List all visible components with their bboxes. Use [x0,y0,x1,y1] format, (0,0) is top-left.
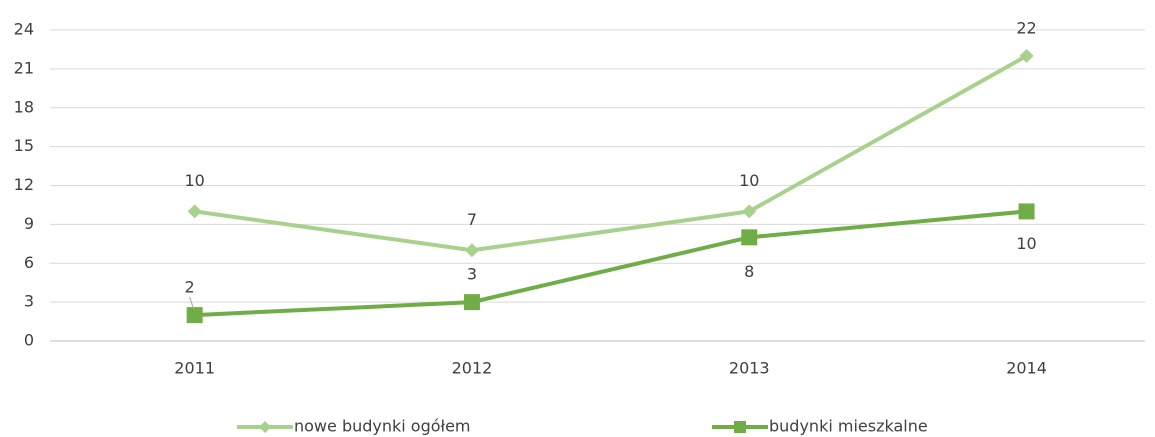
y-tick-label: 12 [14,175,34,194]
y-tick-label: 9 [24,214,34,233]
data-label: 10 [739,171,759,190]
x-tick-label: 2014 [1006,359,1047,378]
y-tick-label: 3 [24,292,34,311]
data-point [464,243,479,258]
y-tick-label: 24 [14,20,34,39]
data-label: 10 [1016,234,1036,253]
data-label: 8 [744,262,754,281]
series-line [194,54,1028,253]
legend-label: budynki mieszkalne [769,417,928,436]
data-point [742,204,757,219]
legend-marker [734,421,746,433]
x-tick-label: 2011 [174,359,215,378]
data-point [1018,203,1035,220]
data-point [741,229,758,246]
data-point [463,294,480,311]
data-label: 22 [1016,18,1036,37]
data-point [187,204,202,219]
data-label: 7 [467,210,477,229]
data-label: 10 [184,171,204,190]
data-point [1019,48,1034,63]
data-label: 2 [185,278,195,297]
legend-marker [259,421,271,433]
y-tick-label: 0 [24,331,34,350]
y-tick-label: 6 [24,253,34,272]
y-tick-label: 15 [14,136,34,155]
legend-label: nowe budynki ogółem [294,417,471,436]
y-tick-label: 21 [14,58,34,77]
y-tick-label: 18 [14,97,34,116]
x-tick-label: 2012 [452,359,493,378]
data-point [186,307,203,324]
series-line [194,209,1027,318]
leader-line [189,296,195,310]
x-tick-label: 2013 [729,359,770,378]
data-label: 3 [467,265,477,284]
